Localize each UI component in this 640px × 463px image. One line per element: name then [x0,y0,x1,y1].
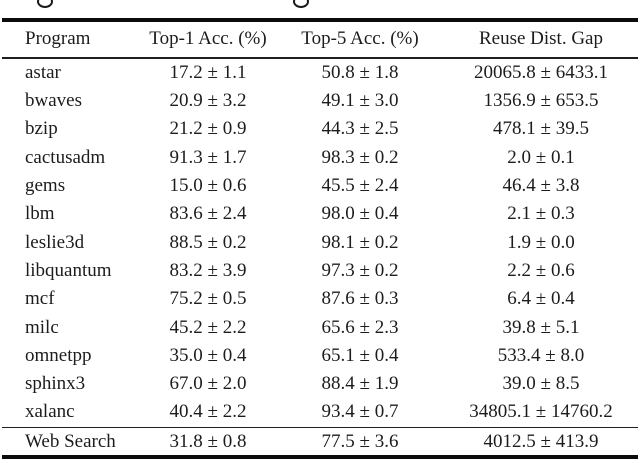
cell-top1: 88.5 ± 0.2 [169,231,247,253]
cell-program: leslie3d [25,231,85,253]
cell-program: cactusadm [25,146,106,168]
table-row: mcf 75.2 ± 0.5 87.6 ± 0.3 6.4 ± 0.4 [2,285,638,313]
cell-reuse: 2.2 ± 0.6 [507,259,575,281]
column-header-top1-acc: Top-1 Acc. (%) [149,28,267,50]
cell-top5: 65.6 ± 2.3 [321,316,399,338]
table-top-rule [2,18,638,22]
cell-reuse: 39.0 ± 8.5 [502,373,580,395]
cell-top5: 97.3 ± 0.2 [321,259,399,281]
table-row: omnetpp 35.0 ± 0.4 65.1 ± 0.4 533.4 ± 8.… [2,342,638,370]
table-row: bzip 21.2 ± 0.9 44.3 ± 2.5 478.1 ± 39.5 [2,115,638,143]
cell-reuse: 34805.1 ± 14760.2 [469,401,613,423]
table-row: gems 15.0 ± 0.6 45.5 ± 2.4 46.4 ± 3.8 [2,172,638,200]
cell-top1: 17.2 ± 1.1 [169,61,247,83]
table-footer-row: Web Search 31.8 ± 0.8 77.5 ± 3.6 4012.5 … [2,428,638,455]
cell-program: astar [25,61,61,83]
cell-top5: 98.1 ± 0.2 [321,231,399,253]
results-table: Program Top-1 Acc. (%) Top-5 Acc. (%) Re… [2,18,638,459]
cell-program: bzip [25,118,58,140]
cell-top1: 83.6 ± 2.4 [169,203,247,225]
table-row: xalanc 40.4 ± 2.2 93.4 ± 0.7 34805.1 ± 1… [2,398,638,426]
cell-program: xalanc [25,401,75,423]
cell-reuse: 4012.5 ± 413.9 [483,430,599,452]
cell-top1: 35.0 ± 0.4 [169,344,247,366]
cell-top1: 67.0 ± 2.0 [169,373,247,395]
table-row: sphinx3 67.0 ± 2.0 88.4 ± 1.9 39.0 ± 8.5 [2,370,638,398]
cell-top1: 91.3 ± 1.7 [169,146,247,168]
cell-top1: 15.0 ± 0.6 [169,175,247,197]
cell-top5: 44.3 ± 2.5 [321,118,399,140]
cell-reuse: 2.0 ± 0.1 [507,146,575,168]
cell-program: lbm [25,203,55,225]
cell-reuse: 39.8 ± 5.1 [502,316,580,338]
cell-reuse: 2.1 ± 0.3 [507,203,575,225]
cell-top5: 45.5 ± 2.4 [321,175,399,197]
cell-top5: 98.0 ± 0.4 [321,203,399,225]
table-row: cactusadm 91.3 ± 1.7 98.3 ± 0.2 2.0 ± 0.… [2,144,638,172]
cell-top5: 88.4 ± 1.9 [321,373,399,395]
cell-top5: 87.6 ± 0.3 [321,288,399,310]
cell-program: gems [25,175,66,197]
cell-top1: 83.2 ± 3.9 [169,259,247,281]
cell-top1: 75.2 ± 0.5 [169,288,247,310]
cell-program: mcf [25,288,55,310]
caption-remnant-glyph [37,0,53,8]
table-row: lbm 83.6 ± 2.4 98.0 ± 0.4 2.1 ± 0.3 [2,200,638,228]
table-header-row: Program Top-1 Acc. (%) Top-5 Acc. (%) Re… [2,22,638,58]
cell-top1: 45.2 ± 2.2 [169,316,247,338]
cell-reuse: 20065.8 ± 6433.1 [474,61,608,83]
column-header-reuse-dist-gap: Reuse Dist. Gap [478,28,603,50]
cell-top1: 20.9 ± 3.2 [169,90,247,112]
cell-top5: 98.3 ± 0.2 [321,146,399,168]
cell-program: bwaves [25,90,82,112]
cell-program: sphinx3 [25,373,86,395]
cell-program: libquantum [25,259,112,281]
cell-top5: 93.4 ± 0.7 [321,401,399,423]
table-footer-rule [2,426,638,429]
cell-program: omnetpp [25,344,92,366]
cell-top1: 40.4 ± 2.2 [169,401,247,423]
caption-remnant-glyph [293,0,309,8]
table-row: milc 45.2 ± 2.2 65.6 ± 2.3 39.8 ± 5.1 [2,313,638,341]
cell-reuse: 533.4 ± 8.0 [497,344,585,366]
cell-top5: 65.1 ± 0.4 [321,344,399,366]
cell-top5: 50.8 ± 1.8 [321,61,399,83]
table-row: bwaves 20.9 ± 3.2 49.1 ± 3.0 1356.9 ± 65… [2,87,638,115]
cell-reuse: 6.4 ± 0.4 [507,288,575,310]
table-header-rule [2,57,638,59]
cell-reuse: 1356.9 ± 653.5 [483,90,599,112]
column-header-program: Program [25,28,91,50]
cell-program: Web Search [25,430,116,452]
cell-top1: 31.8 ± 0.8 [169,430,247,452]
cell-top5: 49.1 ± 3.0 [321,90,399,112]
cell-top5: 77.5 ± 3.6 [321,430,399,452]
cell-program: milc [25,316,59,338]
table-row: astar 17.2 ± 1.1 50.8 ± 1.8 20065.8 ± 64… [2,59,638,87]
cell-top1: 21.2 ± 0.9 [169,118,247,140]
cell-reuse: 46.4 ± 3.8 [502,175,580,197]
table-bottom-rule [2,454,638,459]
table-row: libquantum 83.2 ± 3.9 97.3 ± 0.2 2.2 ± 0… [2,257,638,285]
table-row: leslie3d 88.5 ± 0.2 98.1 ± 0.2 1.9 ± 0.0 [2,228,638,256]
cell-reuse: 478.1 ± 39.5 [493,118,589,140]
column-header-top5-acc: Top-5 Acc. (%) [301,28,419,50]
cell-reuse: 1.9 ± 0.0 [507,231,575,253]
